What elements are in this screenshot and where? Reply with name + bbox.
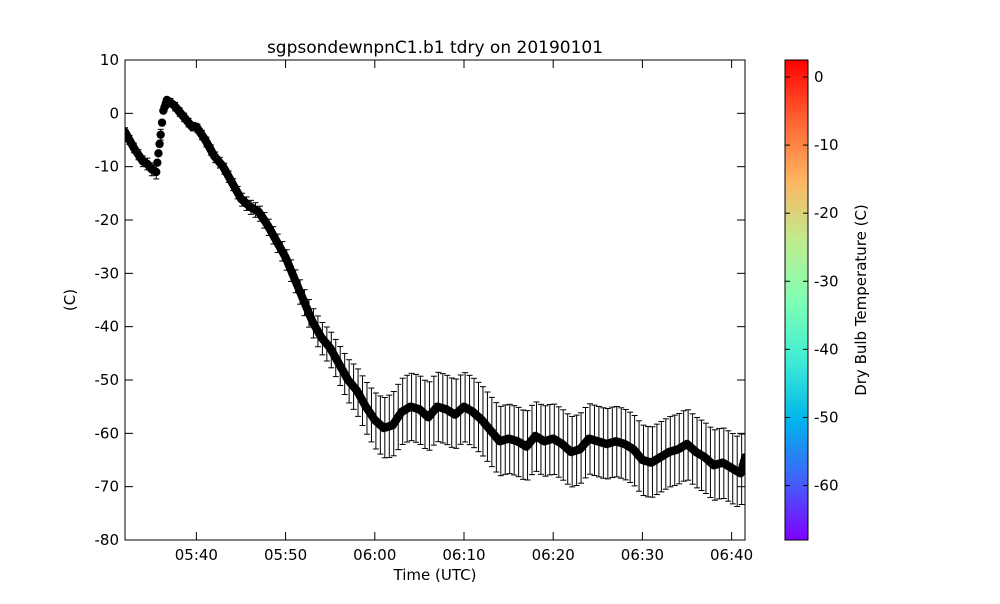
x-tick-label: 06:10: [442, 546, 485, 564]
x-tick-label: 05:40: [175, 546, 218, 564]
y-axis-label: (C): [61, 289, 79, 311]
data-point: [156, 130, 165, 139]
x-tick-label: 06:30: [621, 546, 664, 564]
colorbar-label: Dry Bulb Temperature (C): [852, 204, 870, 396]
y-tick-label: -20: [95, 211, 120, 229]
x-tick-label: 05:50: [264, 546, 307, 564]
y-tick-label: 10: [100, 51, 119, 69]
x-axis-label: Time (UTC): [393, 566, 477, 584]
plot-frame: [124, 59, 746, 541]
data-point: [153, 158, 162, 167]
colorbar-tick-label: 0: [814, 68, 824, 86]
colorbar-tick-label: -30: [814, 272, 839, 290]
colorbar-tick-label: -50: [814, 408, 839, 426]
colorbar-ticks: 0 -10 -20 -30 -40 -50 -60: [785, 68, 839, 495]
x-tick-label: 06:20: [532, 546, 575, 564]
colorbar-tick-label: -40: [814, 340, 839, 358]
colorbar: [784, 59, 809, 541]
data-point: [155, 139, 164, 149]
colorbar-tick-label: -20: [814, 204, 839, 222]
y-tick-label: 0: [109, 104, 119, 122]
y-tick-label: -80: [95, 531, 120, 549]
colorbar-tick-label: -10: [814, 136, 839, 154]
y-tick-label: -30: [95, 264, 120, 282]
x-axis-ticks: 05:40 05:50 06:00 06:10 06:20 06:30 06:40: [175, 60, 753, 564]
y-tick-label: -70: [95, 478, 120, 496]
chart-title: sgpsondewnpnC1.b1 tdry on 20190101: [267, 38, 603, 58]
data-point: [154, 149, 163, 158]
data-point: [152, 167, 161, 177]
data-points: [125, 95, 745, 478]
data-point: [157, 118, 167, 127]
y-axis-ticks: 10 0 -10 -20 -30 -40 -50 -60 -70 -80: [95, 51, 745, 549]
x-tick-label: 06:40: [710, 546, 753, 564]
colorbar-tick-label: -60: [814, 477, 839, 495]
y-tick-label: -50: [95, 371, 120, 389]
data-point: [740, 453, 745, 462]
y-tick-label: -60: [95, 424, 120, 442]
y-tick-label: -40: [95, 318, 120, 336]
x-tick-label: 06:00: [353, 546, 396, 564]
y-tick-label: -10: [95, 158, 120, 176]
